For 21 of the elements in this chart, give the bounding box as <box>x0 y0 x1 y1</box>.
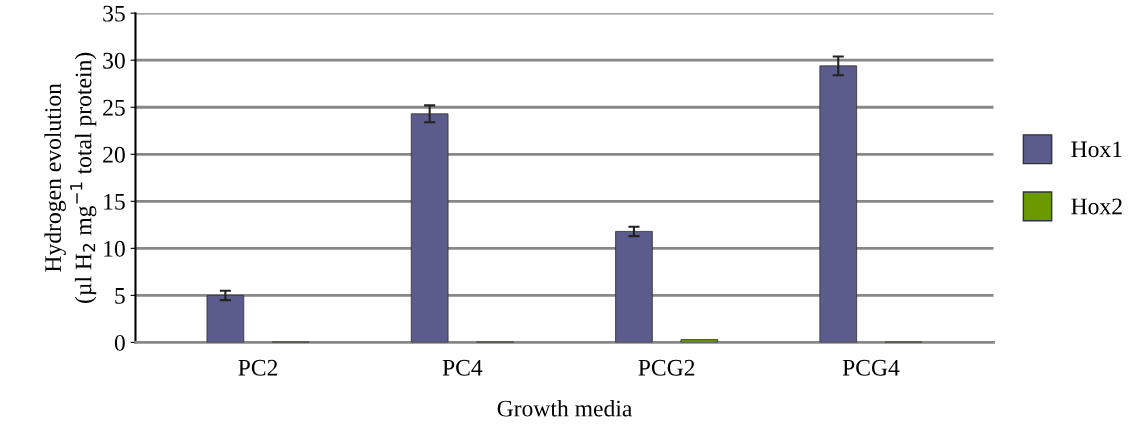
bar <box>680 339 719 343</box>
x-tick-label: PC4 <box>442 359 483 376</box>
bar <box>819 65 858 343</box>
legend-label: Hox2 <box>1071 198 1122 215</box>
bar <box>206 294 245 343</box>
y-axis-title: Hydrogen evolution (µl H$_{2}$ mg$^{−1}$ total protein) <box>44 52 97 303</box>
y-tick-label: 35 <box>103 5 125 22</box>
x-tick-label: PCG2 <box>638 359 695 376</box>
y-tick-label: 25 <box>103 99 125 116</box>
y-tick-label: 10 <box>104 240 125 257</box>
bar <box>410 113 449 343</box>
y-tick-label: 15 <box>104 193 125 210</box>
y-tick-label: 5 <box>115 288 125 304</box>
y-tick-label: 20 <box>103 146 125 163</box>
legend-label: Hox1 <box>1071 141 1122 158</box>
y-tick-label: 30 <box>103 52 125 69</box>
x-tick-label: PCG4 <box>842 359 900 376</box>
bar <box>615 231 653 343</box>
x-tick-label: PC2 <box>238 359 278 376</box>
x-axis-title: Growth media <box>497 399 633 417</box>
y-tick-label: 0 <box>114 334 125 351</box>
